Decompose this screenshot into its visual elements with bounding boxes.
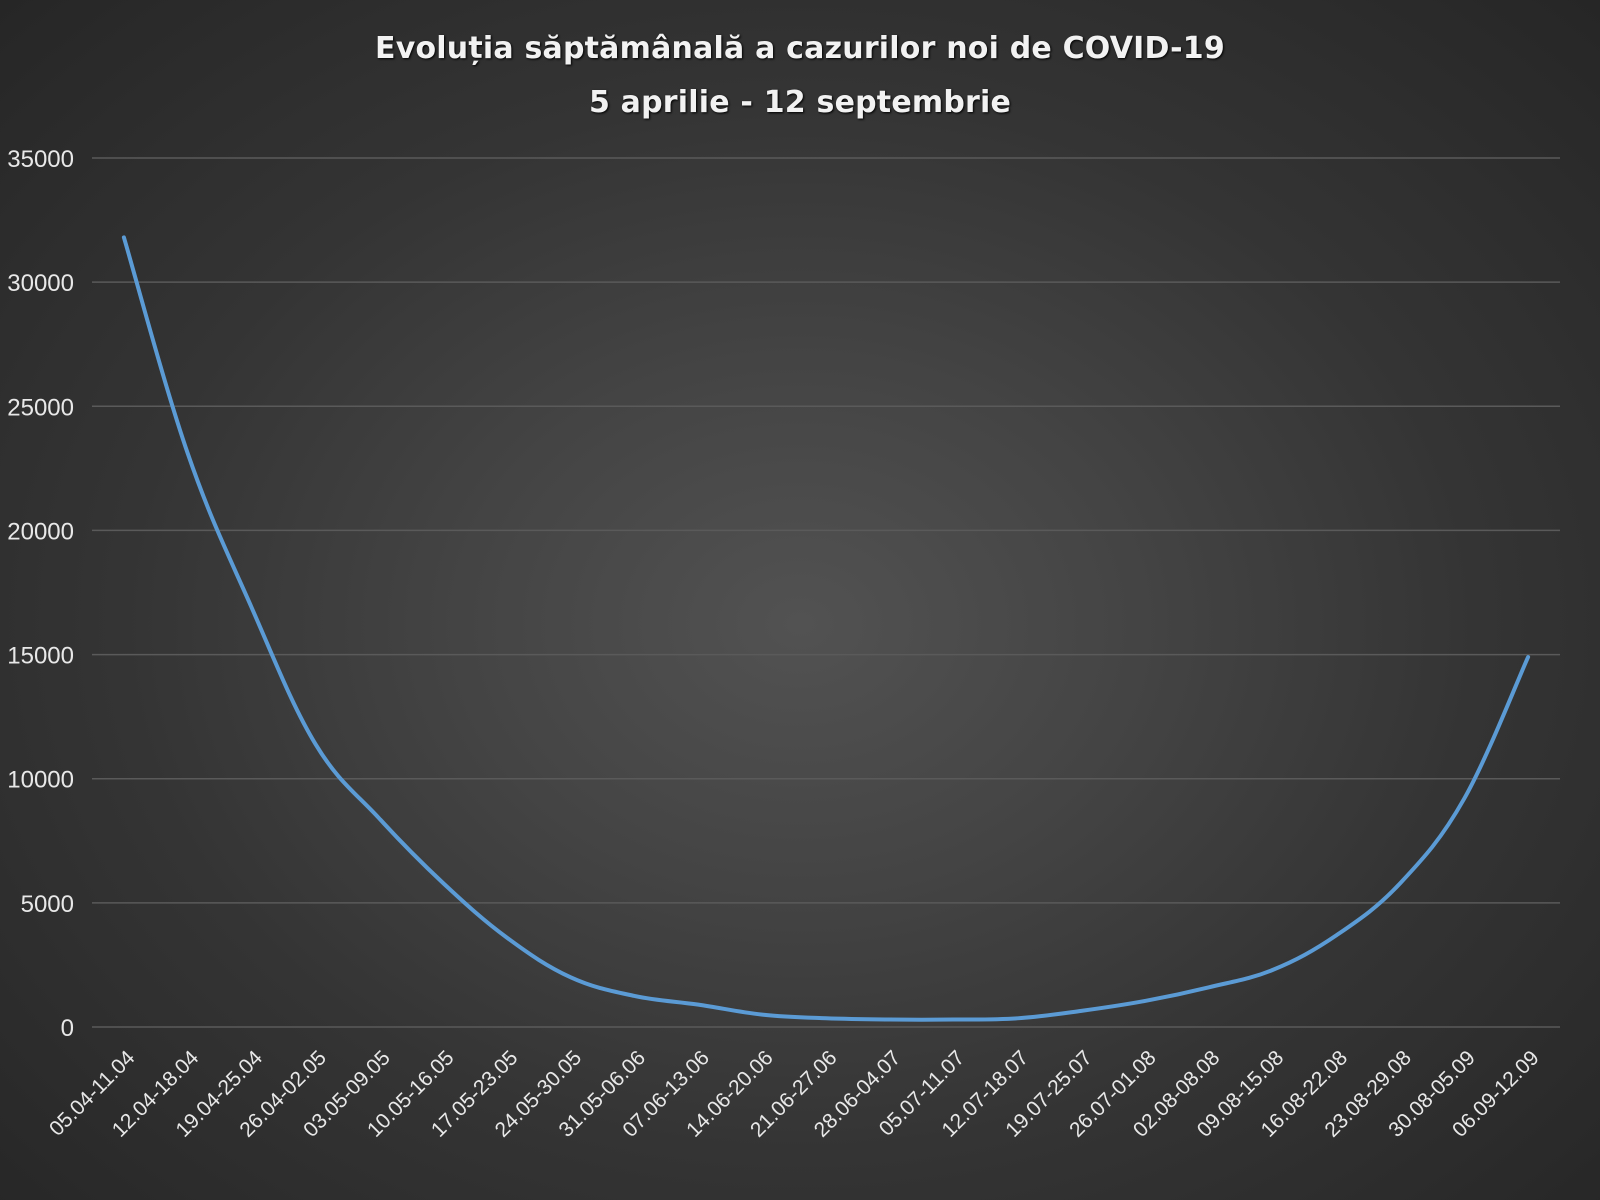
chart-title-block: Evoluția săptămânală a cazurilor noi de … xyxy=(0,22,1600,130)
chart-title: Evoluția săptămânală a cazurilor noi de … xyxy=(375,31,1225,66)
y-tick-label: 5000 xyxy=(21,891,74,918)
y-tick-label: 0 xyxy=(61,1015,74,1042)
y-tick-label: 15000 xyxy=(7,643,74,670)
chart-subtitle: 5 aprilie - 12 septembrie xyxy=(588,85,1012,120)
series-line xyxy=(121,235,1531,1022)
y-tick-label: 25000 xyxy=(7,394,74,421)
y-tick-label: 20000 xyxy=(7,518,74,545)
y-tick-label: 10000 xyxy=(7,767,74,794)
y-tick-label: 35000 xyxy=(7,146,74,173)
y-tick-label: 30000 xyxy=(7,270,74,297)
